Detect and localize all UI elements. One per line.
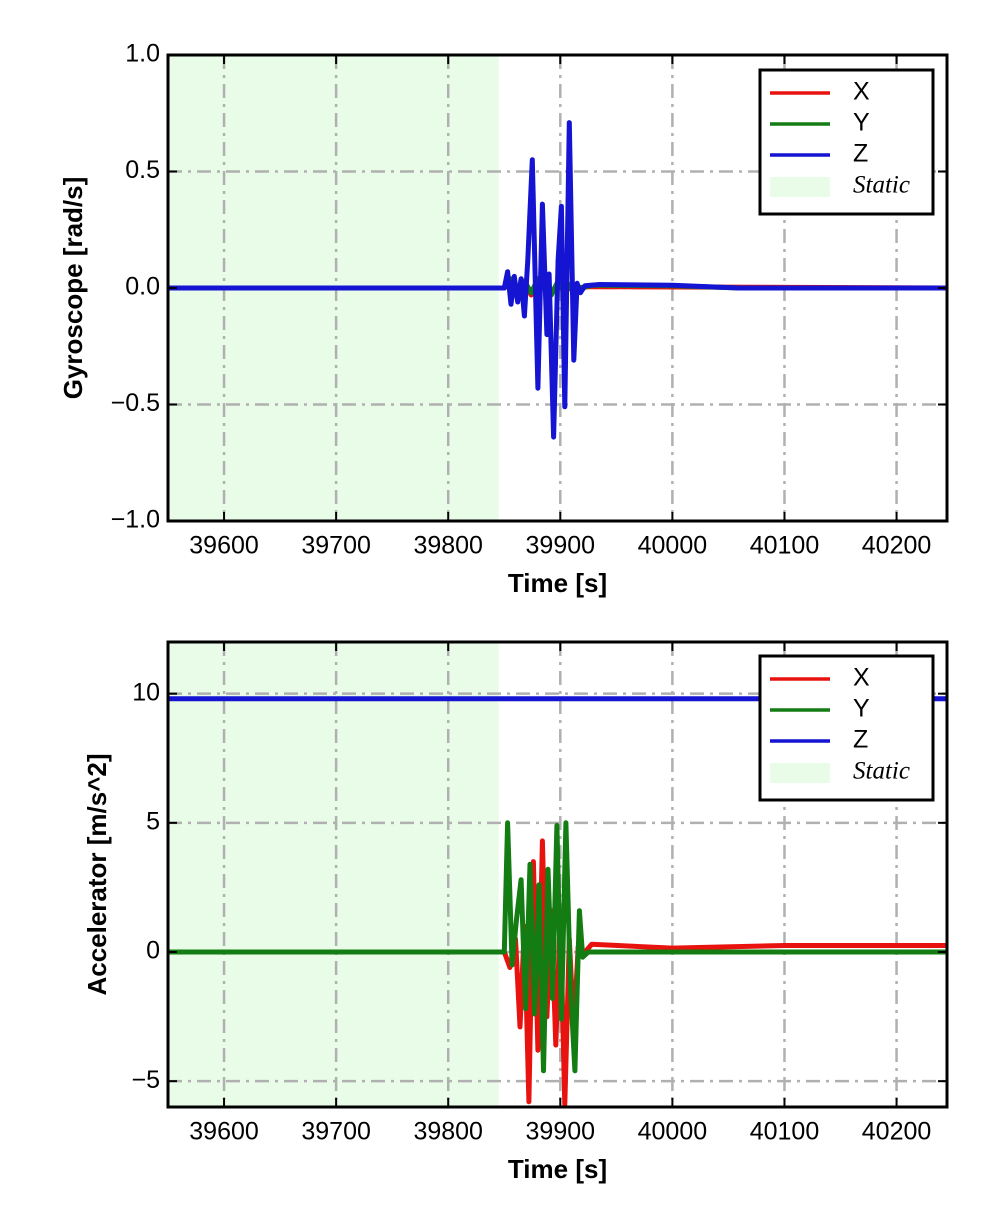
x-tick-label: 40100 <box>750 532 820 560</box>
x-tick-label: 39600 <box>189 532 259 560</box>
x-tick-label: 39900 <box>526 1118 596 1146</box>
y-tick-labels: −5 0 5 10 <box>131 678 160 1093</box>
gyroscope-chart: 39600 39700 39800 39900 40000 40100 40200 −1.0… <box>58 40 949 598</box>
axis-ticks <box>168 54 947 522</box>
axis-ticks <box>168 642 947 1107</box>
y-tick-labels: −1.0 −0.5 0.0 0.5 1.0 <box>111 40 160 534</box>
legend: X Y Z Static <box>758 654 935 802</box>
y-tick-label: −5 <box>131 1066 160 1094</box>
x-tick-label: 40200 <box>862 1118 932 1146</box>
series-line-y <box>168 820 947 1074</box>
legend-label-y: Y <box>853 109 870 137</box>
legend-label-y: Y <box>853 695 870 723</box>
y-tick-label: 5 <box>146 807 160 835</box>
legend-label-z: Z <box>853 140 868 168</box>
x-tick-label: 40000 <box>638 532 708 560</box>
y-tick-label: 0.0 <box>125 273 160 301</box>
x-tick-label: 40000 <box>638 1118 708 1146</box>
legend: X Y Z Static <box>758 68 935 216</box>
legend-swatch-static <box>770 763 830 783</box>
legend-label-x: X <box>853 78 870 106</box>
x-tick-label: 39800 <box>413 1118 483 1146</box>
y-axis-title: Accelerator [m/s^2] <box>82 753 112 995</box>
x-tick-label: 40100 <box>750 1118 820 1146</box>
y-tick-label: −0.5 <box>111 389 160 417</box>
y-tick-label: 0.5 <box>125 156 160 184</box>
x-tick-label: 40200 <box>862 532 932 560</box>
x-tick-label: 39700 <box>301 1118 371 1146</box>
series-line-z <box>168 120 947 440</box>
x-tick-label: 39700 <box>301 532 371 560</box>
y-tick-label: 1.0 <box>125 40 160 68</box>
legend-label-static: Static <box>853 172 910 199</box>
plot-frame <box>166 640 949 1109</box>
x-tick-labels: 39600 39700 39800 39900 40000 40100 40200 <box>189 532 931 560</box>
x-tick-labels: 39600 39700 39800 39900 40000 40100 40200 <box>189 1118 931 1146</box>
legend-label-static: Static <box>853 758 910 785</box>
accelerometer-chart: 39600 39700 39800 39900 40000 40100 40200 −5 0 5… <box>82 640 949 1184</box>
x-tick-label: 39800 <box>413 532 483 560</box>
y-tick-label: 0 <box>146 937 160 965</box>
legend-label-z: Z <box>853 726 868 754</box>
y-tick-label: 10 <box>132 678 160 706</box>
legend-swatch-static <box>770 177 830 197</box>
y-axis-title: Gyroscope [rad/s] <box>58 177 88 400</box>
legend-label-x: X <box>853 664 870 692</box>
y-tick-label: −1.0 <box>111 506 160 534</box>
x-axis-title: Time [s] <box>508 1154 607 1184</box>
x-tick-label: 39900 <box>526 532 596 560</box>
x-axis-title: Time [s] <box>508 568 607 598</box>
x-tick-label: 39600 <box>189 1118 259 1146</box>
series-lines <box>168 120 947 440</box>
